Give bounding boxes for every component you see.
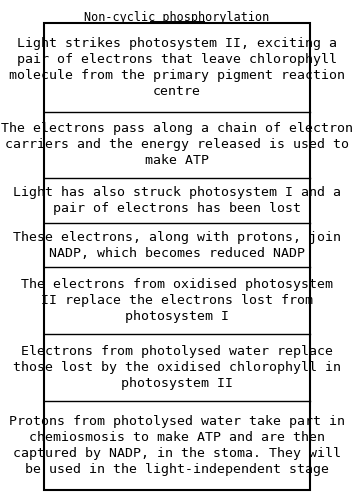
Text: Light strikes photosystem II, exciting a
pair of electrons that leave chlorophyl: Light strikes photosystem II, exciting a…: [9, 36, 345, 98]
Text: Electrons from photolysed water replace
those lost by the oxidised chlorophyll i: Electrons from photolysed water replace …: [13, 345, 341, 390]
Text: Light has also struck photosystem I and a
pair of electrons has been lost: Light has also struck photosystem I and …: [13, 186, 341, 215]
Text: These electrons, along with protons, join
NADP, which becomes reduced NADP: These electrons, along with protons, joi…: [13, 230, 341, 260]
Text: Non-cyclic phosphorylation: Non-cyclic phosphorylation: [84, 12, 270, 24]
Text: The electrons from oxidised photosystem
II replace the electrons lost from
photo: The electrons from oxidised photosystem …: [21, 278, 333, 324]
Text: Protons from photolysed water take part in
chemiosmosis to make ATP and are then: Protons from photolysed water take part …: [9, 415, 345, 476]
Text: The electrons pass along a chain of electron
carriers and the energy released is: The electrons pass along a chain of elec…: [1, 122, 353, 168]
